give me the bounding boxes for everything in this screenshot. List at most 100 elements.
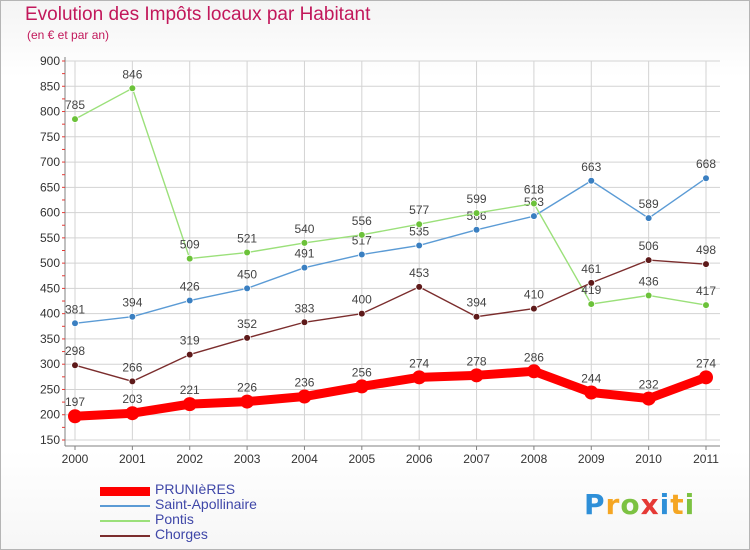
logo-letter: r [605,488,621,521]
data-label: 352 [237,317,257,331]
series-chorges: 298 266 319 352 383 400 453 394 410 461 506 498 [65,239,716,386]
logo-letter: i [684,488,696,521]
logo-letter: P [584,488,606,521]
y-tick-label: 400 [40,307,60,321]
data-label: 286 [524,350,544,364]
data-label: 461 [581,262,601,276]
x-tick-label: 2010 [635,452,662,466]
data-point [185,350,194,359]
data-label: 453 [409,266,429,280]
series-pruni-res: 197 203 221 226 236 256 274 278 286 244 232 274 [65,350,716,424]
data-point [185,296,194,305]
x-tick-label: 2008 [521,452,548,466]
data-point [243,248,251,257]
data-label: 298 [65,344,85,358]
data-label: 383 [294,301,314,315]
y-tick-label: 350 [40,332,60,346]
data-label: 197 [65,395,85,409]
data-point [587,176,596,185]
series-line [74,366,708,421]
x-tick-label: 2002 [176,452,203,466]
legend-item: Pontis [100,511,360,528]
data-point [530,212,538,220]
data-label: 319 [180,334,200,348]
chart-title: Evolution des Impôts locaux par Habitant [25,4,371,25]
data-label: 589 [639,197,659,211]
data-point [358,250,366,259]
data-label: 506 [639,239,659,253]
data-label: 236 [294,376,314,390]
data-point [472,225,481,234]
legend-item: Saint-Apollinaire [100,496,360,513]
data-point [526,364,541,379]
data-label: 491 [294,247,314,261]
data-label: 498 [696,243,716,257]
data-label: 394 [467,296,487,310]
data-label: 509 [180,238,200,252]
data-point [182,397,197,412]
data-point [702,174,710,183]
legend-swatch [100,520,150,522]
data-label: 266 [122,360,142,374]
x-tick-label: 2001 [119,452,146,466]
data-point [71,319,79,328]
data-point [128,84,137,93]
data-point [128,377,137,386]
data-label: 256 [352,365,372,379]
data-point [644,214,653,222]
data-point [300,239,309,247]
data-label: 274 [409,356,429,370]
data-label: 232 [639,378,659,392]
data-point [641,391,656,406]
data-label: 785 [65,98,85,112]
y-tick-label: 450 [40,281,60,295]
data-point [358,231,366,239]
x-tick-label: 2007 [463,452,490,466]
x-tick-label: 2006 [406,452,433,466]
data-label: 226 [237,381,257,395]
data-label: 577 [409,203,429,217]
x-tick-label: 2004 [291,452,318,466]
logo-letter: x [640,488,660,521]
y-tick-label: 150 [40,433,60,447]
proxiti-logo: Proxiti [584,488,695,521]
x-tick-label: 2000 [62,452,89,466]
legend-item: Chorges [100,526,360,543]
data-label: 663 [581,160,601,174]
series-line [74,259,707,383]
data-label: 400 [352,293,372,307]
data-point [584,385,599,400]
data-point [472,312,481,321]
chart-subtitle: (en € et par an) [27,28,110,42]
data-label: 618 [524,183,544,197]
y-tick-label: 550 [40,231,60,245]
data-point [128,312,137,321]
y-tick-label: 700 [40,155,60,169]
legend-swatch [100,505,150,507]
data-point [702,301,710,309]
data-label: 535 [409,224,429,238]
data-label: 278 [467,354,487,368]
data-point [530,199,538,208]
legend-label: Pontis [155,511,194,527]
data-label: 203 [122,392,142,406]
logo-letter: o [620,488,641,521]
series-saint-apollinaire: 381394426450491517535566593663589668 [65,157,716,328]
series-line [74,87,707,306]
data-point [702,260,710,268]
data-point [300,318,309,327]
data-label: 521 [237,232,257,246]
y-tick-label: 650 [40,180,60,194]
y-tick-label: 200 [40,408,60,422]
data-point [71,361,79,370]
data-label: 599 [467,192,487,206]
y-tick-label: 250 [40,382,60,396]
data-point [415,241,423,250]
data-point [472,209,481,217]
legend-swatch [100,486,150,496]
legend-swatch [100,535,150,537]
data-label: 426 [180,280,200,294]
y-tick-label: 500 [40,256,60,270]
data-label: 410 [524,288,544,302]
data-point [358,309,366,318]
